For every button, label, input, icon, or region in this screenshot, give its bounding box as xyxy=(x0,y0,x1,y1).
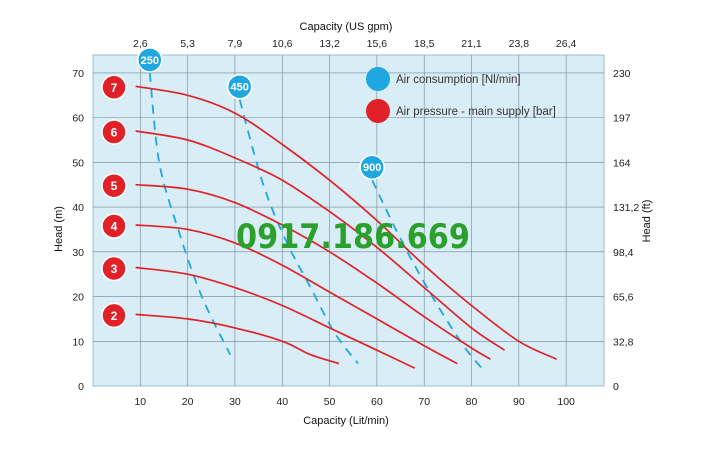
x2-tick-label: 18,5 xyxy=(414,38,435,50)
air-pressure-badge xyxy=(101,74,127,101)
air-consumption-line-900 xyxy=(371,179,487,374)
x-axis-label: Capacity (Lit/min) xyxy=(303,415,389,427)
x2-tick-label: 23,8 xyxy=(509,38,530,50)
air-consumption-curves xyxy=(148,72,487,374)
y2-tick-label: 0 xyxy=(613,381,619,393)
air-pressure-line-5-bar xyxy=(135,183,491,360)
x-tick-label: 100 xyxy=(557,396,575,408)
air-consumption-badge-label: 250 xyxy=(141,55,159,67)
legend-air-consumption-label: Air consumption [Nl/min] xyxy=(396,74,521,86)
grid-lines xyxy=(93,55,604,386)
air-pressure-line-2-bar xyxy=(135,313,340,365)
x-tick-label: 10 xyxy=(134,396,146,408)
y2-axis-label: Head (ft) xyxy=(641,200,653,243)
x-tick-label: 50 xyxy=(324,396,336,408)
x-tick-label: 80 xyxy=(466,396,478,408)
air-pressure-badge-label: 3 xyxy=(111,262,118,276)
legend: Air consumption [Nl/min] Air pressure - … xyxy=(366,67,556,123)
x2-axis-label: Capacity (US gpm) xyxy=(300,21,393,33)
legend-air-pressure-label: Air pressure - main supply [bar] xyxy=(396,106,556,118)
air-pressure-badge-label: 6 xyxy=(111,126,118,140)
air-consumption-badge-label: 450 xyxy=(230,82,248,94)
x-tick-label: 20 xyxy=(182,396,194,408)
y-tick-label: 50 xyxy=(72,157,84,169)
air-consumption-badge xyxy=(226,73,253,100)
air-pressure-line-4-bar xyxy=(135,224,458,365)
x-tick-label: 30 xyxy=(229,396,241,408)
y2-tick-label: 32,8 xyxy=(613,336,634,348)
air-pressure-badge-label: 7 xyxy=(111,81,118,95)
x-tick-label: 40 xyxy=(276,396,288,408)
air-pressure-badge-label: 4 xyxy=(111,219,118,233)
air-pressure-badge-label: 2 xyxy=(111,309,118,323)
x-tick-label: 60 xyxy=(371,396,383,408)
air-pressure-curves xyxy=(135,85,558,369)
x2-tick-label: 10,6 xyxy=(272,38,293,50)
air-consumption-badge xyxy=(137,47,163,73)
y-tick-label: 30 xyxy=(72,247,84,259)
air-pressure-line-3-bar xyxy=(135,266,416,369)
y-tick-label: 70 xyxy=(72,68,84,80)
x2-tick-label: 2,6 xyxy=(133,38,148,50)
y2-tick-label: 98,4 xyxy=(613,247,634,259)
x2-tick-label: 13,2 xyxy=(319,38,340,50)
phone-watermark: 0917.186.669 xyxy=(236,217,470,257)
air-pressure-badge xyxy=(101,119,127,145)
x-tick-label: 90 xyxy=(513,396,525,408)
y2-tick-label: 131,2 xyxy=(613,202,639,214)
y-tick-label: 0 xyxy=(78,381,84,393)
air-pressure-line-6-bar xyxy=(135,130,506,351)
x2-tick-label: 21,1 xyxy=(461,38,482,50)
y-tick-label: 10 xyxy=(72,336,84,348)
y2-tick-label: 65,6 xyxy=(613,292,634,304)
legend-air-pressure-marker xyxy=(366,99,390,123)
x-tick-label: 70 xyxy=(418,396,430,408)
air-pressure-badge-label: 5 xyxy=(111,179,118,193)
air-pressure-badge xyxy=(101,213,127,239)
y2-tick-label: 230 xyxy=(613,68,631,80)
y-axis-label: Head (m) xyxy=(53,206,65,252)
air-pressure-line-7-bar xyxy=(135,85,558,360)
tick-labels: 102,6205,3307,94010,65013,26015,67018,58… xyxy=(72,38,639,408)
x2-tick-label: 7,9 xyxy=(228,38,243,50)
x2-tick-label: 5,3 xyxy=(180,38,195,50)
y-tick-label: 60 xyxy=(72,113,84,125)
y-tick-label: 40 xyxy=(72,202,84,214)
air-pressure-badge xyxy=(101,302,127,329)
air-consumption-badge-label: 900 xyxy=(363,162,381,174)
legend-air-consumption-marker xyxy=(366,67,390,91)
air-pressure-badge xyxy=(101,172,127,199)
y2-tick-label: 197 xyxy=(613,113,631,125)
y-tick-label: 20 xyxy=(72,292,84,304)
air-consumption-badge xyxy=(359,154,385,180)
air-consumption-line-450 xyxy=(238,99,359,365)
air-pressure-badge xyxy=(101,255,127,282)
x2-tick-label: 26,4 xyxy=(556,38,577,50)
y2-tick-label: 164 xyxy=(613,157,631,169)
curve-badges: 250 450 900 2 3 4 5 6 7 xyxy=(101,47,385,329)
x2-tick-label: 15,6 xyxy=(367,38,388,50)
air-consumption-line-250 xyxy=(148,72,232,356)
